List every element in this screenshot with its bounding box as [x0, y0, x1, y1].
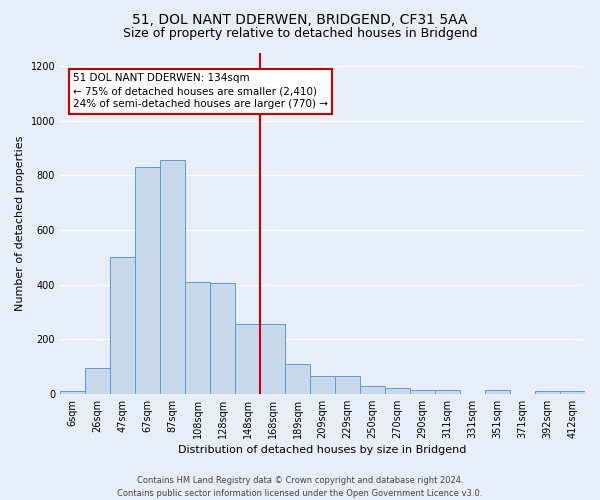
Bar: [485, 390, 510, 394]
Bar: [185, 282, 210, 394]
Bar: [535, 391, 560, 394]
Text: 51, DOL NANT DDERWEN, BRIDGEND, CF31 5AA: 51, DOL NANT DDERWEN, BRIDGEND, CF31 5AA: [132, 12, 468, 26]
Bar: [310, 376, 335, 394]
Bar: [260, 324, 285, 394]
Bar: [410, 390, 435, 394]
Bar: [360, 386, 385, 394]
Bar: [235, 324, 260, 394]
Bar: [110, 258, 135, 394]
Bar: [335, 376, 360, 394]
Bar: [85, 368, 110, 394]
Text: Size of property relative to detached houses in Bridgend: Size of property relative to detached ho…: [123, 28, 477, 40]
Bar: [160, 160, 185, 394]
Bar: [385, 388, 410, 394]
Bar: [60, 391, 85, 394]
Bar: [135, 167, 160, 394]
X-axis label: Distribution of detached houses by size in Bridgend: Distribution of detached houses by size …: [178, 445, 467, 455]
Bar: [560, 391, 585, 394]
Bar: [435, 390, 460, 394]
Bar: [285, 364, 310, 394]
Y-axis label: Number of detached properties: Number of detached properties: [15, 136, 25, 311]
Text: Contains HM Land Registry data © Crown copyright and database right 2024.
Contai: Contains HM Land Registry data © Crown c…: [118, 476, 482, 498]
Bar: [210, 283, 235, 394]
Text: 51 DOL NANT DDERWEN: 134sqm
← 75% of detached houses are smaller (2,410)
24% of : 51 DOL NANT DDERWEN: 134sqm ← 75% of det…: [73, 73, 328, 110]
